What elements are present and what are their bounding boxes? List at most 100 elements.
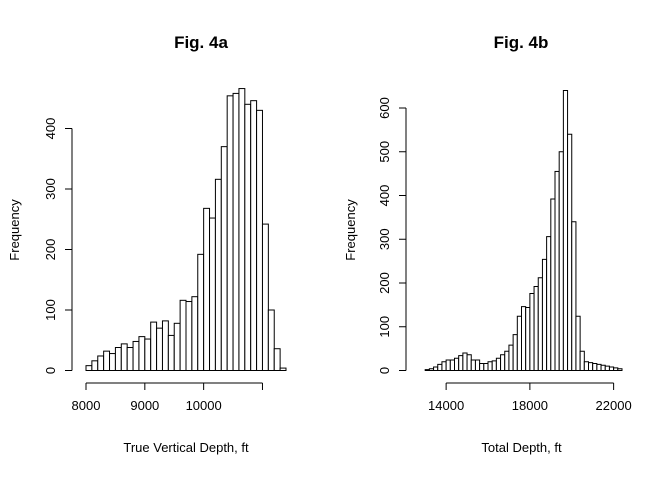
histogram-bar [483,363,489,371]
histogram-bar [97,355,105,372]
x-tick-label: 22000 [596,398,632,413]
histogram-bar [479,363,485,371]
histogram-bar [558,151,564,371]
histogram-bars [85,88,287,372]
histogram-bar [197,253,205,371]
histogram-bar [185,301,193,371]
histogram-panel-1: Fig. 4a 8000 9000 10000 True Vertical Depth,… [7,33,287,455]
histogram-bar [529,293,535,371]
histogram-bar [487,361,493,371]
x-axis: 14000 18000 22000 [428,382,632,413]
histogram-bar [491,360,497,371]
y-tick-label: 300 [43,178,58,200]
histogram-bar [126,347,134,372]
histogram-bar [150,321,158,372]
histogram-bar [424,369,430,371]
y-tick-label: 0 [43,367,58,374]
histogram-bar [562,90,569,371]
x-axis: 8000 9000 10000 [72,382,263,413]
chart-title: Fig. 4b [494,33,549,52]
histogram-bar [495,357,502,371]
y-tick-label: 500 [377,141,392,163]
histogram-bar [103,350,111,372]
histogram-bar [500,354,506,371]
y-tick-label: 200 [43,239,58,261]
histogram-bar [232,92,240,371]
y-axis: 0 100 200 300 400 [43,118,73,374]
histogram-bar [203,207,211,371]
histogram-bar [433,366,439,371]
y-tick-label: 100 [43,299,58,321]
histogram-bar [537,277,543,371]
histogram-bar [458,355,464,371]
histogram-bar [138,336,146,371]
histogram-bar [179,299,187,372]
x-tick-label: 10000 [186,398,222,413]
histogram-bar [449,359,455,371]
histogram-bar [256,109,263,371]
histogram-bar [132,340,140,371]
histogram-bar [579,350,585,371]
histogram-bar [441,361,447,371]
y-axis-label: Frequency [343,199,358,261]
histogram-bar [554,170,560,371]
y-tick-label: 400 [43,118,58,140]
histogram-bar [261,223,269,371]
histogram-bar [191,296,199,371]
histogram-bar [161,320,169,372]
histogram-bar [474,359,481,371]
histogram-bar [173,322,181,371]
x-axis-label: Total Depth, ft [481,440,562,455]
histogram-bar [512,334,518,371]
histogram-bar [437,363,443,371]
histogram-bar [144,338,152,372]
y-tick-label: 0 [377,367,392,374]
histogram-bar [571,221,577,371]
histogram-bar [466,354,472,371]
histogram-bar [470,359,476,371]
y-tick-label: 100 [377,316,392,338]
histogram-bar [541,258,548,371]
histogram-bar [267,309,275,371]
histogram-bar [109,353,116,371]
histogram-panel-2: Fig. 4b 14000 18000 22000 Total Depth, ft 0 10… [343,33,632,455]
x-tick-label: 14000 [428,398,464,413]
histogram-bars [424,90,623,371]
histogram-bar [454,357,460,371]
histogram-bar [167,334,175,372]
y-tick-label: 600 [377,97,392,119]
x-axis-label: True Vertical Depth, ft [123,440,249,455]
histogram-bar [445,359,451,371]
histogram-bar [617,368,623,371]
histogram-bar [114,347,122,372]
histogram-bar [279,367,287,371]
histogram-bar [596,363,602,371]
x-tick-label: 18000 [512,398,548,413]
histogram-bar [226,95,234,372]
histogram-bar [504,350,510,371]
histogram-bar [608,366,615,371]
histogram-bar [156,327,163,371]
x-tick-label: 9000 [130,398,159,413]
histogram-bar [250,100,258,371]
histogram-bar [273,348,281,372]
histogram-bar [521,306,527,371]
histogram-bar [91,360,99,372]
histogram-bar [583,361,589,371]
histogram-bar [462,352,468,371]
histogram-bar [588,362,594,371]
y-axis-label: Frequency [7,199,22,261]
histogram-bar [550,198,556,371]
histogram-bar [592,363,598,371]
chart-title: Fig. 4a [174,33,228,52]
y-axis: 0 100 200 300 400 500 600 [377,97,407,374]
histogram-bar [244,103,252,372]
y-tick-label: 200 [377,272,392,294]
histogram-bar [600,364,606,371]
histogram-bar [238,88,246,371]
histogram-bar [214,178,222,371]
histogram-bar [613,367,619,371]
histogram-bar [525,307,531,371]
histogram-bar [604,365,610,371]
